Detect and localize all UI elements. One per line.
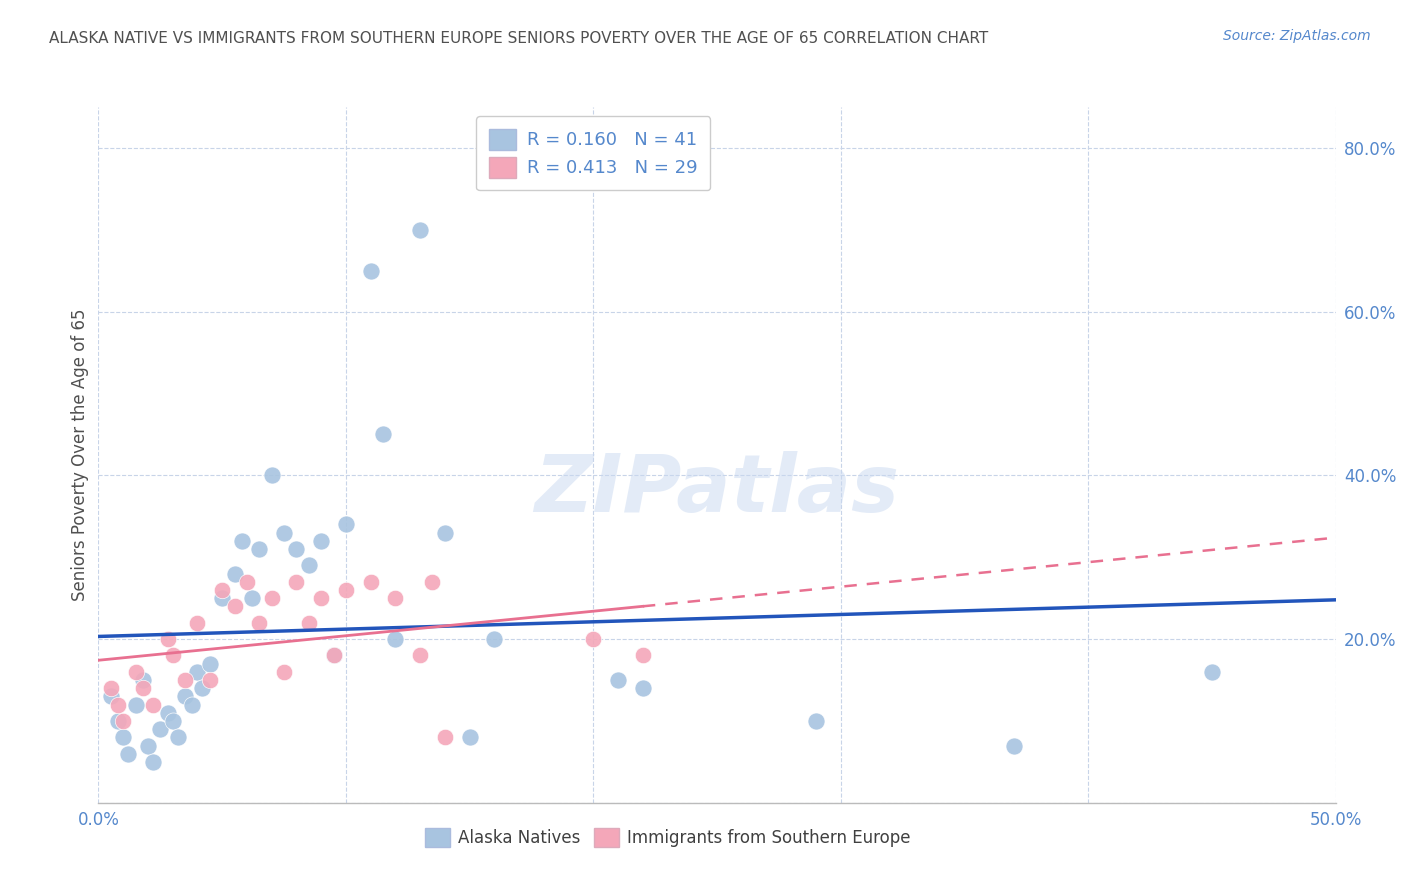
Point [224, 599, 246, 614]
Point [1002, 739, 1025, 753]
Point [240, 591, 263, 606]
Point [211, 591, 233, 606]
Point [112, 731, 135, 745]
Point [124, 665, 146, 679]
Point [1201, 665, 1223, 679]
Point [384, 591, 406, 606]
Point [100, 681, 122, 696]
Point [422, 574, 444, 589]
Point [260, 468, 283, 483]
Point [309, 591, 332, 606]
Point [224, 566, 246, 581]
Point [142, 698, 165, 712]
Point [191, 681, 214, 696]
Point [186, 615, 208, 630]
Point [273, 525, 295, 540]
Point [409, 648, 432, 663]
Point [149, 722, 172, 736]
Point [384, 632, 406, 646]
Point [166, 731, 188, 745]
Point [247, 615, 270, 630]
Point [107, 714, 129, 728]
Point [231, 533, 253, 548]
Point [247, 542, 270, 557]
Point [107, 698, 129, 712]
Point [335, 582, 357, 597]
Point [433, 731, 456, 745]
Point [360, 574, 382, 589]
Point [132, 673, 155, 687]
Point [181, 698, 204, 712]
Point [117, 747, 139, 761]
Point [285, 542, 308, 557]
Point [360, 264, 382, 278]
Point [285, 574, 308, 589]
Point [124, 698, 146, 712]
Point [211, 582, 233, 597]
Point [322, 648, 344, 663]
Point [322, 648, 344, 663]
Point [484, 632, 506, 646]
Point [273, 665, 295, 679]
Text: ALASKA NATIVE VS IMMIGRANTS FROM SOUTHERN EUROPE SENIORS POVERTY OVER THE AGE OF: ALASKA NATIVE VS IMMIGRANTS FROM SOUTHER… [49, 31, 988, 46]
Point [458, 731, 481, 745]
Point [132, 681, 155, 696]
Point [156, 706, 179, 720]
Point [100, 690, 122, 704]
Point [186, 665, 208, 679]
Point [631, 648, 654, 663]
Point [298, 558, 321, 573]
Point [335, 517, 357, 532]
Y-axis label: Seniors Poverty Over the Age of 65: Seniors Poverty Over the Age of 65 [70, 309, 89, 601]
Legend: Alaska Natives, Immigrants from Southern Europe: Alaska Natives, Immigrants from Southern… [418, 821, 917, 854]
Point [162, 714, 184, 728]
Point [631, 681, 654, 696]
Point [198, 673, 221, 687]
Point [582, 632, 605, 646]
Point [236, 574, 259, 589]
Text: Source: ZipAtlas.com: Source: ZipAtlas.com [1223, 29, 1371, 43]
Point [260, 591, 283, 606]
Point [198, 657, 221, 671]
Point [804, 714, 827, 728]
Point [607, 673, 630, 687]
Point [136, 739, 159, 753]
Point [142, 755, 165, 769]
Point [309, 533, 332, 548]
Point [174, 690, 197, 704]
Point [156, 632, 179, 646]
Point [433, 525, 456, 540]
Text: ZIPatlas: ZIPatlas [534, 450, 900, 529]
Point [298, 615, 321, 630]
Point [409, 223, 432, 237]
Point [371, 427, 394, 442]
Point [174, 673, 197, 687]
Point [162, 648, 184, 663]
Point [112, 714, 135, 728]
